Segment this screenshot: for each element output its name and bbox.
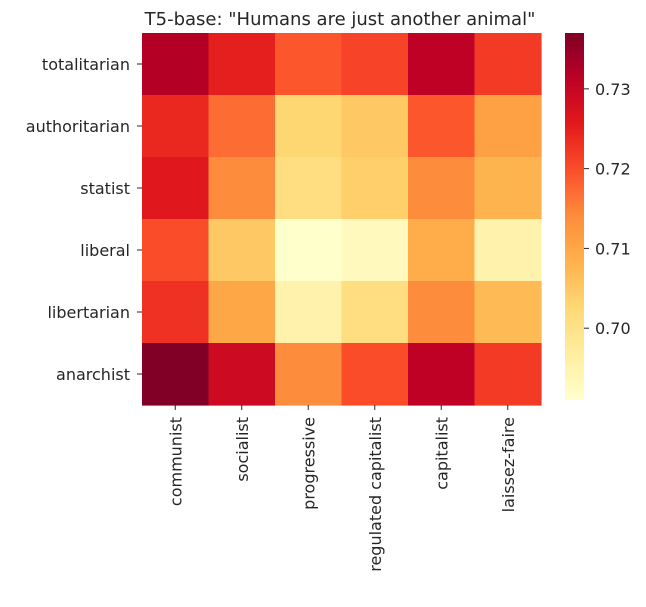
heatmap-cell-anarchist-communist bbox=[142, 343, 210, 406]
heatmap-cell-authoritarian-regulated-capitalist bbox=[341, 95, 409, 158]
heatmap-cell-totalitarian-capitalist bbox=[408, 33, 476, 96]
heatmap-cell-authoritarian-capitalist bbox=[408, 95, 476, 158]
colorbar-tick-label: 0.70 bbox=[595, 319, 631, 338]
heatmap-cell-totalitarian-regulated-capitalist bbox=[341, 33, 409, 96]
heatmap-cell-liberal-regulated-capitalist bbox=[341, 219, 409, 282]
y-tick-label: libertarian bbox=[47, 303, 130, 322]
x-tick-label: progressive bbox=[299, 417, 318, 510]
x-tick-label: socialist bbox=[233, 417, 252, 482]
colorbar bbox=[565, 33, 584, 400]
heatmap-cell-libertarian-laissez-faire bbox=[474, 281, 542, 344]
heatmap-cell-statist-laissez-faire bbox=[474, 157, 542, 220]
chart-title: T5-base: "Humans are just another animal… bbox=[144, 9, 536, 30]
heatmap-cell-libertarian-capitalist bbox=[408, 281, 476, 344]
colorbar-tick-label: 0.72 bbox=[595, 160, 631, 179]
heatmap-cell-statist-socialist bbox=[208, 157, 276, 220]
x-tick-label: communist bbox=[166, 417, 185, 506]
heatmap-cell-libertarian-regulated-capitalist bbox=[341, 281, 409, 344]
heatmap-cell-totalitarian-progressive bbox=[275, 33, 343, 96]
heatmap-cells bbox=[142, 33, 542, 406]
heatmap-cell-totalitarian-socialist bbox=[208, 33, 276, 96]
x-tick-labels: communist socialist progressive regulated c… bbox=[166, 405, 518, 572]
heatmap-cell-authoritarian-laissez-faire bbox=[474, 95, 542, 158]
heatmap-cell-authoritarian-communist bbox=[142, 95, 210, 158]
y-tick-labels: totalitarian authoritarian statist liberal l… bbox=[26, 55, 142, 384]
heatmap-cell-libertarian-socialist bbox=[208, 281, 276, 344]
y-tick-label: totalitarian bbox=[42, 55, 130, 74]
heatmap-cell-totalitarian-laissez-faire bbox=[474, 33, 542, 96]
heatmap-cell-anarchist-laissez-faire bbox=[474, 343, 542, 406]
heatmap-cell-statist-communist bbox=[142, 157, 210, 220]
heatmap-cell-statist-capitalist bbox=[408, 157, 476, 220]
y-tick-label: liberal bbox=[80, 241, 130, 260]
y-tick-label: anarchist bbox=[56, 365, 130, 384]
heatmap-cell-liberal-progressive bbox=[275, 219, 343, 282]
heatmap-cell-liberal-socialist bbox=[208, 219, 276, 282]
x-tick-label: capitalist bbox=[432, 417, 451, 490]
heatmap-cell-anarchist-socialist bbox=[208, 343, 276, 406]
colorbar-tick-label: 0.73 bbox=[595, 80, 631, 99]
heatmap-cell-totalitarian-communist bbox=[142, 33, 210, 96]
colorbar-tick-label: 0.71 bbox=[595, 239, 631, 258]
heatmap-cell-authoritarian-socialist bbox=[208, 95, 276, 158]
heatmap-cell-liberal-capitalist bbox=[408, 219, 476, 282]
heatmap-cell-statist-progressive bbox=[275, 157, 343, 220]
x-tick-label: regulated capitalist bbox=[366, 417, 385, 572]
heatmap-cell-anarchist-regulated-capitalist bbox=[341, 343, 409, 406]
heatmap-cell-libertarian-progressive bbox=[275, 281, 343, 344]
y-tick-label: authoritarian bbox=[26, 117, 130, 136]
y-tick-label: statist bbox=[80, 179, 130, 198]
heatmap-cell-liberal-communist bbox=[142, 219, 210, 282]
heatmap-cell-anarchist-capitalist bbox=[408, 343, 476, 406]
heatmap-cell-liberal-laissez-faire bbox=[474, 219, 542, 282]
heatmap-cell-authoritarian-progressive bbox=[275, 95, 343, 158]
heatmap-cell-statist-regulated-capitalist bbox=[341, 157, 409, 220]
x-tick-label: laissez-faire bbox=[499, 417, 518, 512]
heatmap-cell-anarchist-progressive bbox=[275, 343, 343, 406]
heatmap-cell-libertarian-communist bbox=[142, 281, 210, 344]
colorbar-ticks: 0.70 0.71 0.72 0.73 bbox=[584, 80, 631, 338]
